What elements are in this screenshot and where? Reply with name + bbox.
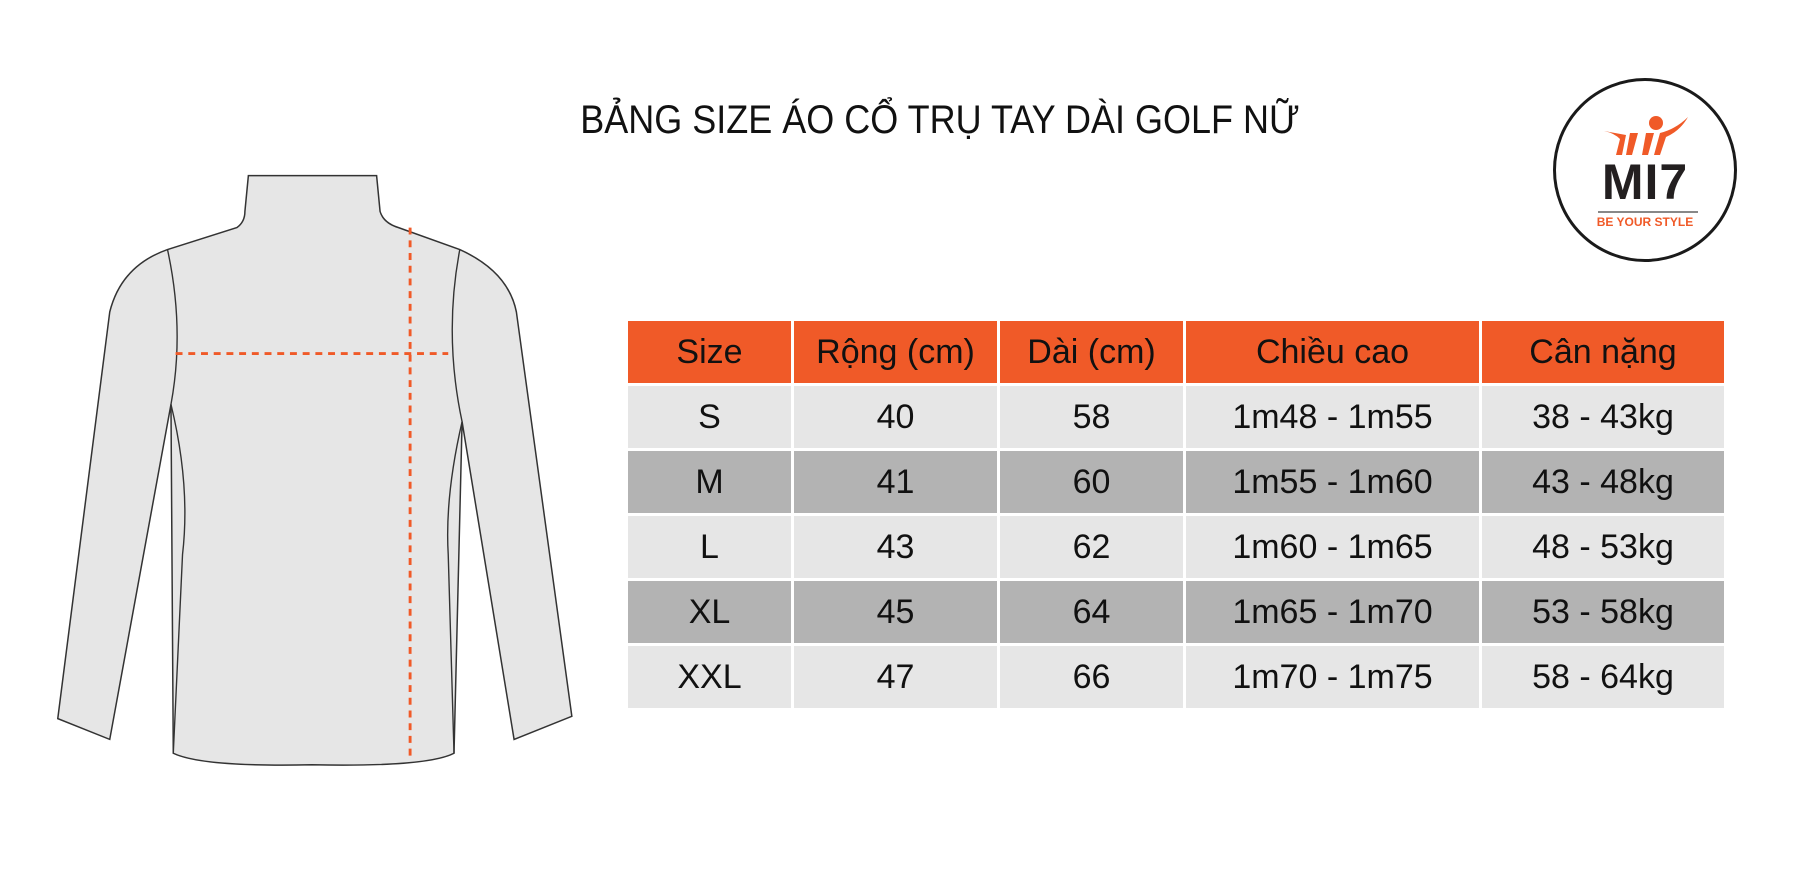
header-width: Rộng (cm): [794, 321, 997, 383]
right-sleeve-seam: [446, 249, 463, 754]
table-row: M 41 60 1m55 - 1m60 43 - 48kg: [628, 451, 1724, 513]
cell-width: 43: [794, 516, 997, 578]
figure-icon: [1604, 116, 1688, 155]
cell-size: XXL: [628, 646, 791, 708]
cell-weight: 58 - 64kg: [1482, 646, 1724, 708]
table-row: XL 45 64 1m65 - 1m70 53 - 58kg: [628, 581, 1724, 643]
cell-height: 1m70 - 1m75: [1186, 646, 1479, 708]
cell-width: 45: [794, 581, 997, 643]
cell-height: 1m55 - 1m60: [1186, 451, 1479, 513]
page-title: BẢNG SIZE ÁO CỔ TRỤ TAY DÀI GOLF NỮ: [580, 98, 1300, 142]
header-length: Dài (cm): [1000, 321, 1183, 383]
logo-divider: [1598, 211, 1698, 213]
header-height: Chiều cao: [1186, 321, 1479, 383]
cell-width: 40: [794, 386, 997, 448]
cell-height: 1m65 - 1m70: [1186, 581, 1479, 643]
left-sleeve-seam: [166, 249, 186, 754]
header-size: Size: [628, 321, 791, 383]
cell-size: S: [628, 386, 791, 448]
cell-length: 62: [1000, 516, 1183, 578]
cell-weight: 43 - 48kg: [1482, 451, 1724, 513]
cell-weight: 48 - 53kg: [1482, 516, 1724, 578]
cell-size: M: [628, 451, 791, 513]
header-weight: Cân nặng: [1482, 321, 1724, 383]
brand-logo: MI7 BE YOUR STYLE: [1553, 78, 1737, 262]
cell-height: 1m60 - 1m65: [1186, 516, 1479, 578]
table-row: S 40 58 1m48 - 1m55 38 - 43kg: [628, 386, 1724, 448]
table-row: L 43 62 1m60 - 1m65 48 - 53kg: [628, 516, 1724, 578]
table-row: XXL 47 66 1m70 - 1m75 58 - 64kg: [628, 646, 1724, 708]
cell-length: 58: [1000, 386, 1183, 448]
shirt-outline: [56, 174, 573, 766]
logo-tagline: BE YOUR STYLE: [1596, 215, 1694, 229]
cell-weight: 53 - 58kg: [1482, 581, 1724, 643]
cell-length: 66: [1000, 646, 1183, 708]
size-table: Size Rộng (cm) Dài (cm) Chiều cao Cân nặ…: [625, 318, 1727, 711]
logo-brand: MI7: [1601, 154, 1689, 210]
cell-width: 47: [794, 646, 997, 708]
table-header-row: Size Rộng (cm) Dài (cm) Chiều cao Cân nặ…: [628, 321, 1724, 383]
cell-size: L: [628, 516, 791, 578]
cell-size: XL: [628, 581, 791, 643]
cell-length: 64: [1000, 581, 1183, 643]
cell-height: 1m48 - 1m55: [1186, 386, 1479, 448]
cell-weight: 38 - 43kg: [1482, 386, 1724, 448]
cell-length: 60: [1000, 451, 1183, 513]
cell-width: 41: [794, 451, 997, 513]
